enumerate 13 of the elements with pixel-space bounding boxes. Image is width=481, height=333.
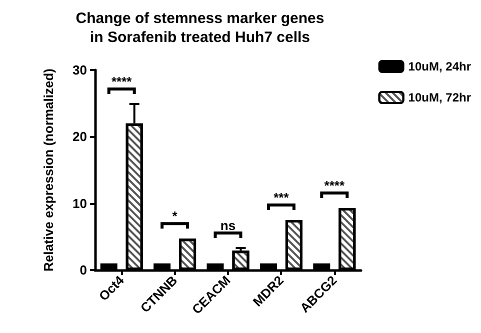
y-tick-label: 30 (72, 62, 87, 78)
y-tick-label: 10 (72, 196, 87, 211)
y-tick-label: 20 (72, 129, 87, 144)
legend-label: 10uM, 72hr (408, 90, 472, 104)
chart-title: Change of stemness marker genes in Sorafenib treated Huh7 cells (76, 10, 324, 46)
annotation: **** (111, 74, 133, 89)
legend-label: 10uM, 24hr (408, 60, 472, 74)
annotation: *** (274, 190, 290, 205)
annotation: ns (220, 218, 236, 233)
y-axis-title: Relative expression (normalized) (41, 68, 56, 272)
annotation: **** (324, 178, 346, 193)
annotation: * (172, 208, 178, 224)
y-tick-label: 0 (80, 262, 87, 278)
